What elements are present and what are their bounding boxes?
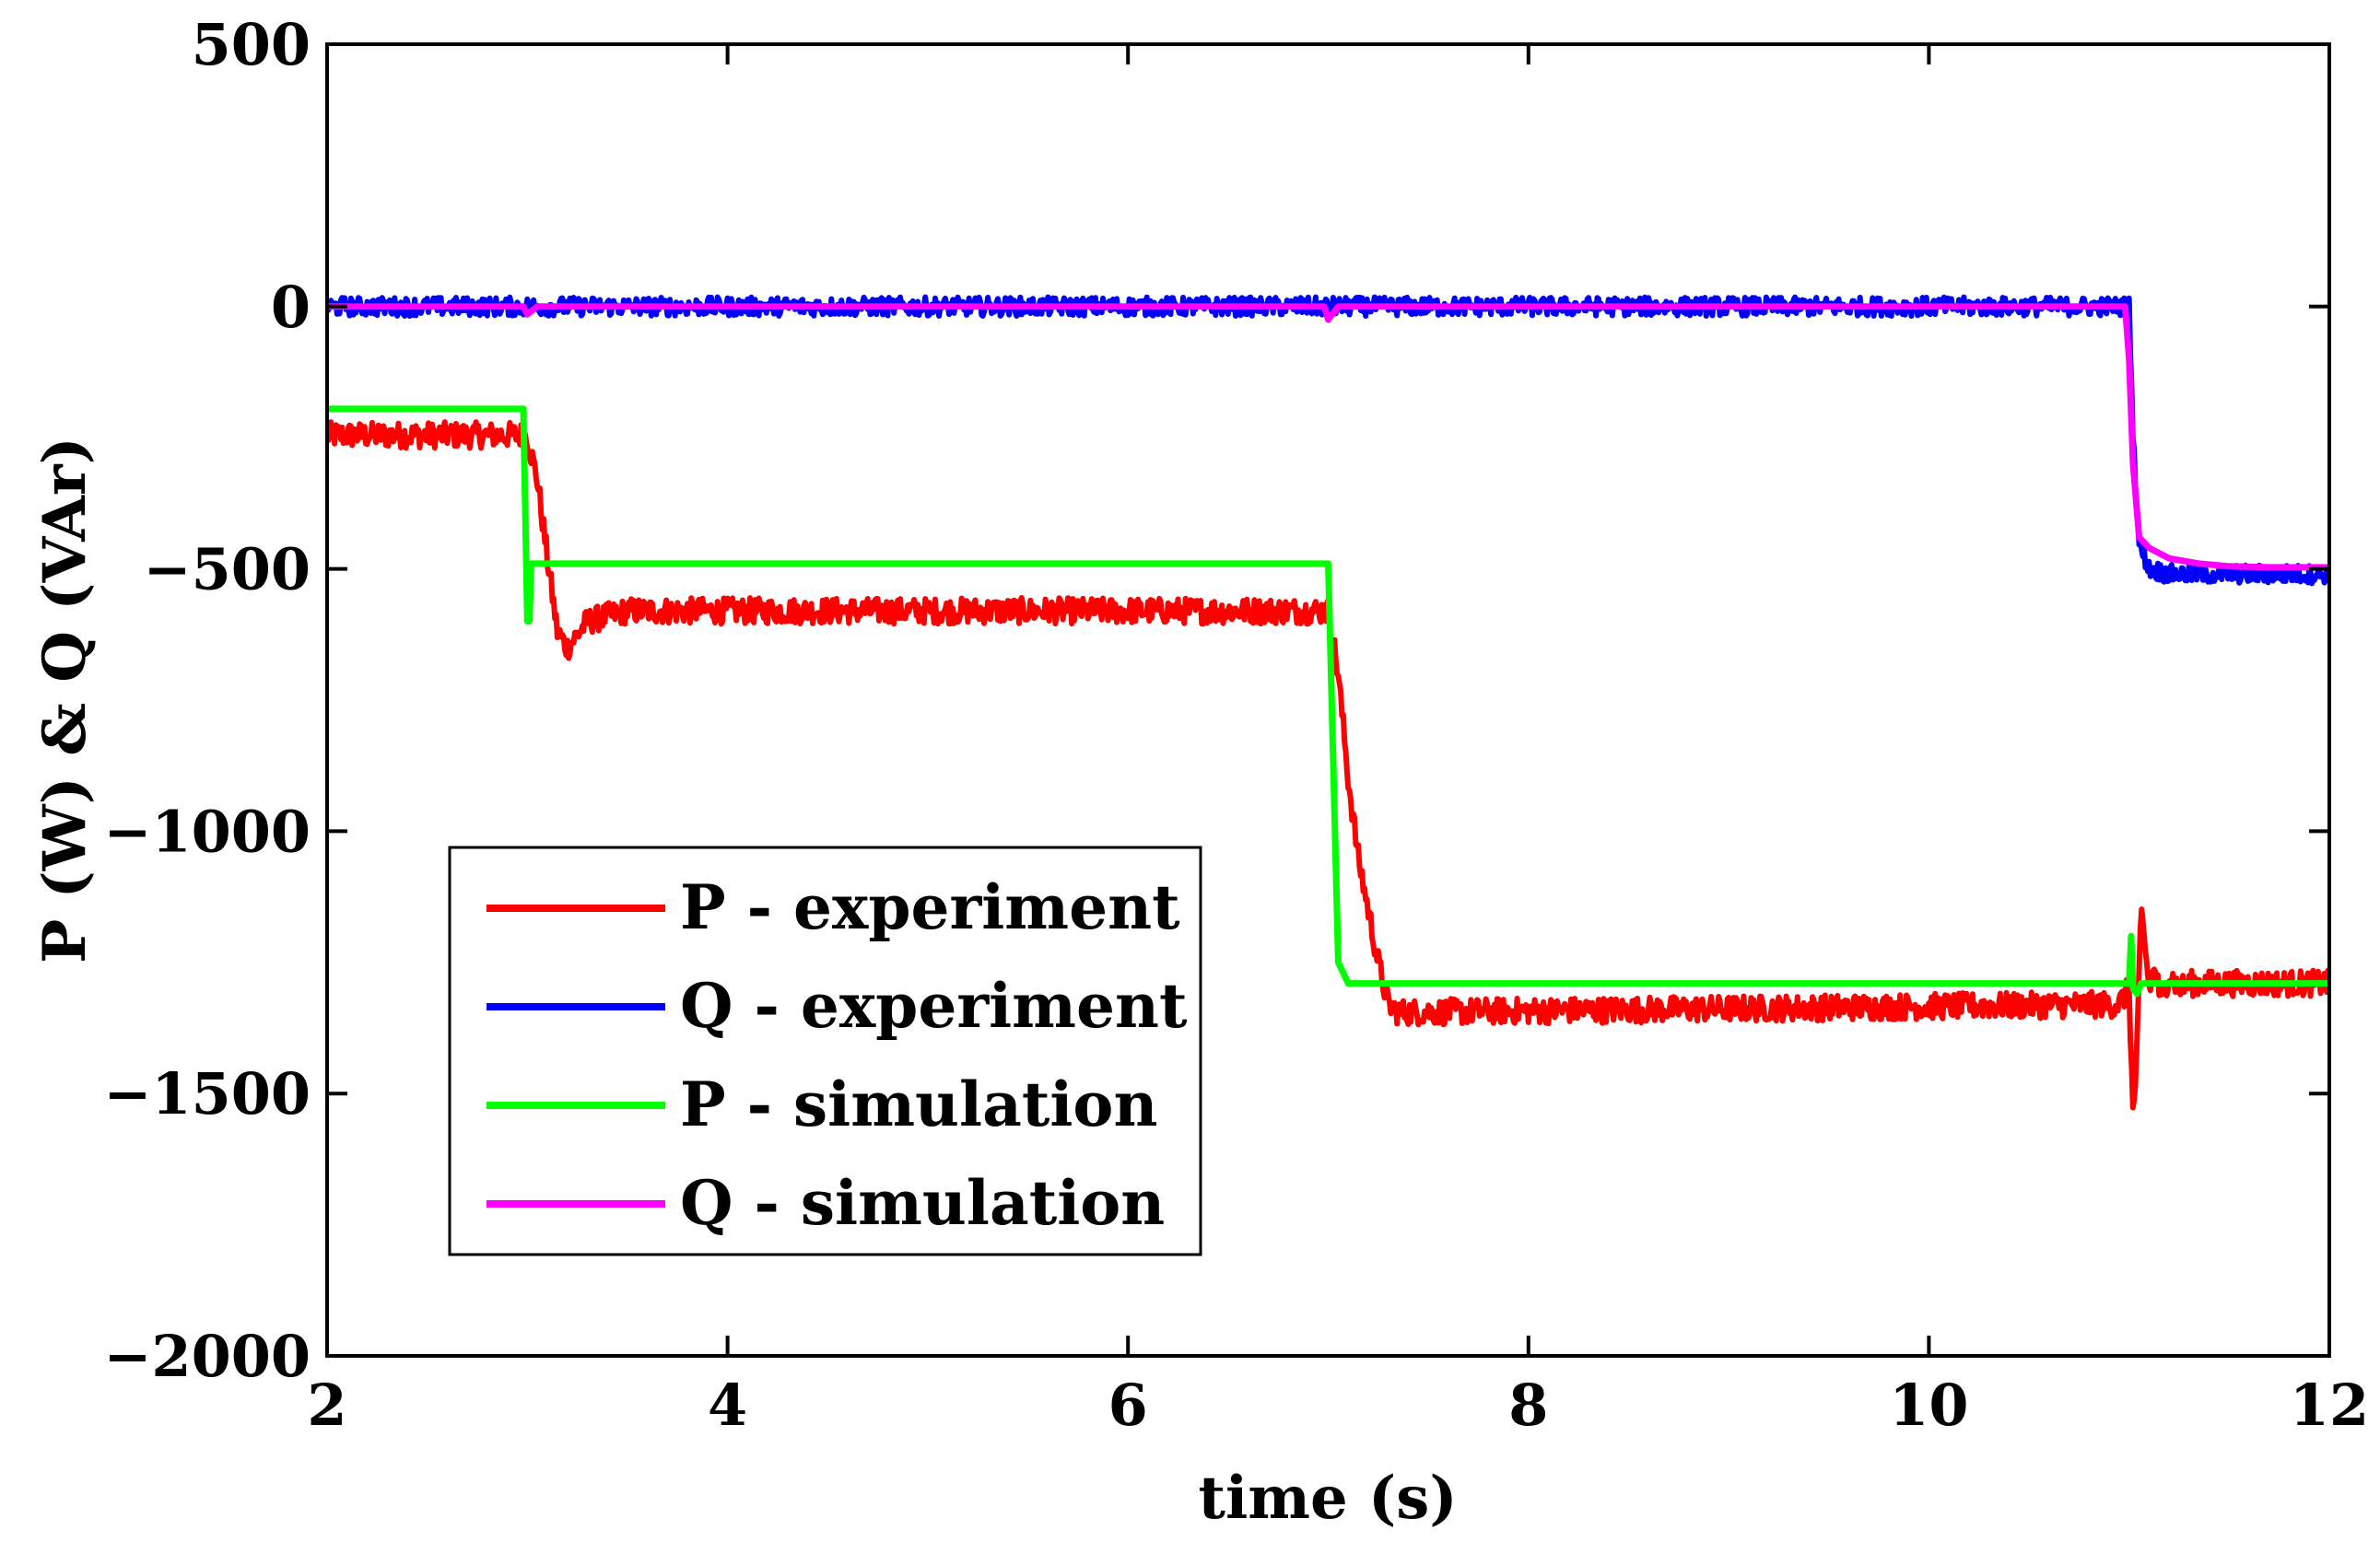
- y-tick-label: 0: [271, 274, 311, 341]
- y-tick-label: −2000: [103, 1323, 311, 1390]
- y-tick-label: −1000: [103, 798, 311, 865]
- legend-label-q-experiment: Q - experiment: [680, 970, 1188, 1042]
- legend-label-q-simulation: Q - simulation: [680, 1167, 1165, 1239]
- plot-frame: [325, 42, 2331, 1358]
- legend-label-p-experiment: P - experiment: [680, 871, 1180, 943]
- legend: P - experiment Q - experiment P - simula…: [448, 846, 1202, 1256]
- series-layer: [327, 294, 2329, 1111]
- x-tick-label: 6: [1108, 1372, 1148, 1439]
- y-tick-label: 500: [192, 11, 311, 78]
- x-tick-label: 12: [2290, 1372, 2369, 1439]
- y-tick-label: −500: [144, 536, 311, 603]
- x-axis-label: time (s): [1198, 1464, 1457, 1533]
- y-axis-label: P (W) & Q (VAr): [30, 437, 100, 963]
- series-line-p-simulation: [327, 405, 2329, 998]
- x-tick-label: 10: [1889, 1372, 1968, 1439]
- legend-box: [448, 846, 1202, 1256]
- plot-area: [327, 294, 2329, 1111]
- y-tick-label: −1500: [103, 1060, 311, 1127]
- legend-label-p-simulation: P - simulation: [680, 1068, 1157, 1140]
- x-tick-label: 2: [307, 1372, 346, 1439]
- tick-layer: 2 4 6 8 10 12 500 0 −500 −1000 −1500 −2000: [103, 11, 2369, 1439]
- x-tick-label: 8: [1508, 1372, 1548, 1439]
- x-tick-label: 4: [708, 1372, 747, 1439]
- series-line-q-simulation: [327, 303, 2329, 571]
